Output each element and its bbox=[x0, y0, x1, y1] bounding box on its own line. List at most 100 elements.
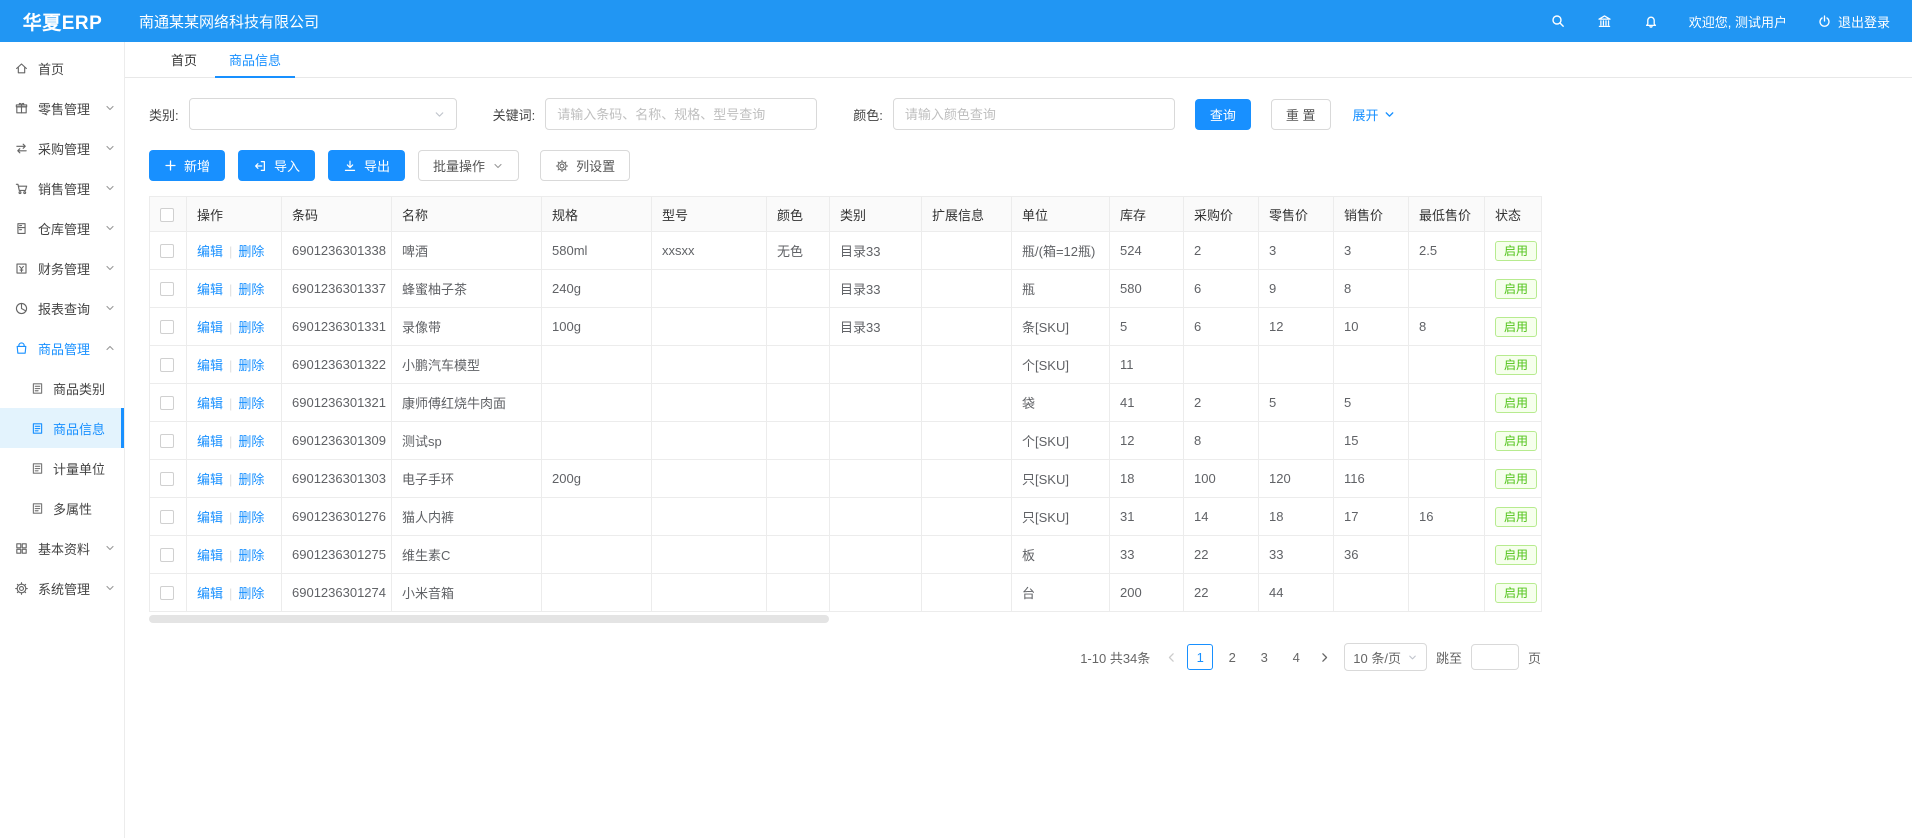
row-checkbox[interactable] bbox=[160, 510, 174, 525]
batch-actions-button[interactable]: 批量操作 bbox=[418, 150, 520, 181]
reset-button[interactable]: 重 置 bbox=[1270, 98, 1331, 130]
column-settings-button[interactable]: 列设置 bbox=[540, 150, 631, 181]
prev-page-button[interactable] bbox=[1165, 651, 1178, 664]
delete-link[interactable]: 删除 bbox=[238, 434, 265, 449]
page-button-1[interactable]: 1 bbox=[1187, 644, 1214, 670]
edit-link[interactable]: 编辑 bbox=[197, 548, 224, 563]
cell-value: 6901236301309 bbox=[292, 433, 386, 448]
status-badge: 启用 bbox=[1495, 392, 1538, 413]
edit-link[interactable]: 编辑 bbox=[197, 472, 224, 487]
jump-page-input[interactable] bbox=[1470, 644, 1519, 670]
row-checkbox[interactable] bbox=[160, 244, 174, 259]
logout-button[interactable]: 退出登录 bbox=[1817, 12, 1890, 31]
cell-ext bbox=[921, 459, 1012, 498]
edit-link[interactable]: 编辑 bbox=[197, 586, 224, 601]
cell-value: 目录33 bbox=[840, 282, 881, 297]
page-button-2[interactable]: 2 bbox=[1228, 649, 1236, 665]
row-checkbox[interactable] bbox=[160, 358, 174, 373]
delete-link[interactable]: 删除 bbox=[238, 244, 265, 259]
sidebar-item-purchase[interactable]: 采购管理 bbox=[0, 128, 124, 168]
cell-sale bbox=[1333, 573, 1409, 612]
sidebar-item-finance[interactable]: 财务管理 bbox=[0, 248, 124, 288]
expand-link[interactable]: 展开 bbox=[1353, 105, 1396, 124]
sidebar-item-home[interactable]: 首页 bbox=[0, 48, 124, 88]
select-all-checkbox[interactable] bbox=[160, 207, 174, 222]
sidebar-item-product-info[interactable]: 商品信息 bbox=[0, 408, 124, 448]
delete-link[interactable]: 删除 bbox=[238, 396, 265, 411]
tab-product-info[interactable]: 商品信息 bbox=[213, 42, 297, 78]
cell-value: 只[SKU] bbox=[1022, 472, 1069, 487]
export-button[interactable]: 导出 bbox=[328, 150, 406, 181]
color-input[interactable] bbox=[892, 98, 1175, 130]
edit-link[interactable]: 编辑 bbox=[197, 320, 224, 335]
sidebar-item-retail[interactable]: 零售管理 bbox=[0, 88, 124, 128]
sidebar-item-warehouse[interactable]: 仓库管理 bbox=[0, 208, 124, 248]
sidebar-item-product-category[interactable]: 商品类别 bbox=[0, 368, 124, 408]
cell-unit: 台 bbox=[1011, 573, 1110, 612]
search-button[interactable]: 查询 bbox=[1194, 98, 1251, 130]
delete-link[interactable]: 删除 bbox=[238, 358, 265, 373]
row-checkbox[interactable] bbox=[160, 396, 174, 411]
cell-sale bbox=[1333, 345, 1409, 384]
column-header-label: 最低售价 bbox=[1419, 207, 1472, 223]
delete-link[interactable]: 删除 bbox=[238, 586, 265, 601]
search-icon[interactable] bbox=[1550, 13, 1566, 29]
row-checkbox[interactable] bbox=[160, 586, 174, 601]
row-checkbox[interactable] bbox=[160, 472, 174, 487]
sidebar-item-label: 商品管理 bbox=[38, 341, 91, 357]
import-button[interactable]: 导入 bbox=[238, 150, 316, 181]
cell-barcode: 6901236301309 bbox=[281, 421, 392, 460]
column-header-label: 颜色 bbox=[777, 207, 804, 223]
next-page-button[interactable] bbox=[1318, 651, 1331, 664]
cell-value: 目录33 bbox=[840, 244, 881, 259]
cell-value: 5 bbox=[1120, 319, 1128, 334]
edit-link[interactable]: 编辑 bbox=[197, 244, 224, 259]
link-divider: | bbox=[229, 586, 233, 601]
bell-icon[interactable] bbox=[1643, 13, 1659, 29]
product-table-wrap: 操作 条码 名称 规格 型号 颜色 类别 扩展信息 单位 库存 采购价 零售价 销售价 最低售价 状态 编辑… bbox=[149, 196, 1888, 623]
cell-value: 18 bbox=[1269, 509, 1284, 524]
horizontal-scrollbar[interactable] bbox=[149, 615, 829, 623]
sidebar-item-unit[interactable]: 计量单位 bbox=[0, 448, 124, 488]
cell-name: 维生素C bbox=[391, 535, 542, 574]
cell-value: 5 bbox=[1269, 395, 1277, 410]
add-button[interactable]: 新增 bbox=[149, 150, 226, 181]
page-size-select[interactable]: 10 条/页 bbox=[1344, 643, 1427, 671]
sidebar-item-system[interactable]: 系统管理 bbox=[0, 568, 124, 608]
bank-icon[interactable] bbox=[1596, 13, 1613, 30]
jump-prefix-label: 跳至 bbox=[1435, 650, 1462, 666]
delete-link[interactable]: 删除 bbox=[238, 472, 265, 487]
delete-link[interactable]: 删除 bbox=[238, 510, 265, 525]
sidebar-item-sales[interactable]: 销售管理 bbox=[0, 168, 124, 208]
sidebar-item-basic[interactable]: 基本资料 bbox=[0, 528, 124, 568]
row-checkbox[interactable] bbox=[160, 282, 174, 297]
cell-purchase: 6 bbox=[1183, 307, 1259, 346]
tab-home[interactable]: 首页 bbox=[171, 53, 198, 68]
keyword-input[interactable] bbox=[545, 98, 818, 130]
edit-link[interactable]: 编辑 bbox=[197, 510, 224, 525]
delete-link[interactable]: 删除 bbox=[238, 320, 265, 335]
cell-sale: 8 bbox=[1333, 269, 1409, 308]
cell-model bbox=[651, 421, 767, 460]
sidebar-item-product[interactable]: 商品管理 bbox=[0, 328, 124, 368]
sidebar-item-report[interactable]: 报表查询 bbox=[0, 288, 124, 328]
edit-link[interactable]: 编辑 bbox=[197, 396, 224, 411]
delete-link[interactable]: 删除 bbox=[238, 282, 265, 297]
sidebar-item-attributes[interactable]: 多属性 bbox=[0, 488, 124, 528]
cell-value: 15 bbox=[1344, 433, 1359, 448]
category-select[interactable] bbox=[188, 98, 457, 130]
cell-lowest: 8 bbox=[1408, 307, 1485, 346]
row-checkbox[interactable] bbox=[160, 434, 174, 449]
row-checkbox[interactable] bbox=[160, 548, 174, 563]
edit-link[interactable]: 编辑 bbox=[197, 434, 224, 449]
edit-link[interactable]: 编辑 bbox=[197, 282, 224, 297]
edit-link[interactable]: 编辑 bbox=[197, 358, 224, 373]
cell-retail: 33 bbox=[1258, 535, 1334, 574]
cell-check bbox=[149, 231, 187, 270]
row-checkbox[interactable] bbox=[160, 320, 174, 335]
page-button-3[interactable]: 3 bbox=[1260, 649, 1268, 665]
cell-value: 200 bbox=[1120, 585, 1142, 600]
page-button-4[interactable]: 4 bbox=[1292, 649, 1300, 665]
delete-link[interactable]: 删除 bbox=[238, 548, 265, 563]
cell-value: 猫人内裤 bbox=[402, 510, 455, 525]
